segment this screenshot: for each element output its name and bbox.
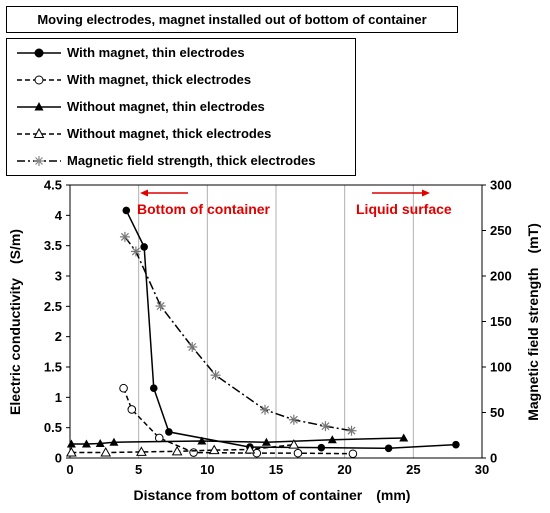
y-axis-label-right: Magnetic field strength (mT) (525, 223, 541, 421)
data-point (95, 438, 105, 447)
data-point (210, 370, 221, 381)
data-point (261, 437, 271, 446)
data-point (140, 243, 148, 251)
x-tick-label: 10 (200, 462, 214, 477)
data-point (317, 443, 326, 452)
y-tick-label-right: 100 (490, 360, 512, 375)
legend-swatch-filled-triangle (17, 102, 61, 111)
chart-title: Moving electrodes, magnet installed out … (6, 6, 458, 33)
legend-swatch-asterisk (17, 156, 61, 166)
data-point (130, 246, 141, 257)
data-point (346, 425, 357, 436)
legend-swatch-open-circle (17, 75, 61, 85)
data-point (327, 435, 337, 444)
x-tick-label: 5 (135, 462, 142, 477)
y-tick-label-right: 250 (490, 223, 512, 238)
series-3 (66, 433, 409, 448)
series-2 (119, 383, 358, 459)
x-tick-label: 25 (406, 462, 420, 477)
legend-label: With magnet, thick electrodes (67, 72, 252, 87)
series-line (71, 437, 404, 445)
data-point (149, 384, 158, 393)
data-point (154, 433, 164, 443)
y-tick-label-left: 3 (55, 269, 62, 284)
y-tick-label-left: 1 (55, 390, 62, 405)
data-point (100, 447, 112, 457)
data-point (288, 439, 300, 449)
series-4 (66, 439, 300, 457)
data-point (197, 436, 207, 445)
y-tick-label-right: 50 (490, 405, 504, 420)
data-point (288, 414, 299, 425)
data-point (452, 440, 460, 449)
series-5 (119, 231, 357, 436)
y-tick-label-left: 2.5 (44, 299, 62, 314)
data-point (122, 206, 131, 215)
data-point (208, 444, 220, 455)
legend-item-with-magnet-thin: With magnet, thin electrodes (7, 41, 355, 65)
y-tick-label-left: 4.5 (44, 178, 62, 193)
annotation-liquid-surface: Liquid surface (356, 189, 452, 217)
data-point (293, 448, 303, 458)
x-tick-label: 0 (66, 462, 73, 477)
data-point (171, 445, 183, 456)
legend-swatch-filled-circle (17, 48, 61, 58)
x-tick-label: 30 (475, 462, 489, 477)
data-point (109, 437, 119, 446)
data-point (66, 439, 76, 448)
y-tick-label-right: 0 (490, 451, 497, 466)
data-point (384, 444, 393, 453)
legend-item-field-strength: Magnetic field strength, thick electrode… (7, 149, 355, 173)
legend-swatch-open-triangle (17, 127, 61, 138)
y-tick-label-left: 1.5 (44, 360, 62, 375)
data-point (81, 439, 91, 448)
legend-label: Magnetic field strength, thick electrode… (67, 153, 316, 168)
y-tick-label-left: 3.5 (44, 238, 62, 253)
data-point (165, 428, 173, 436)
data-point (136, 446, 147, 456)
x-tick-label: 15 (269, 462, 283, 477)
x-axis-label: Distance from bottom of container (mm) (134, 487, 411, 503)
data-point (66, 447, 77, 457)
y-tick-label-left: 4 (55, 208, 63, 223)
legend: With magnet, thin electrodes With magnet… (6, 38, 356, 176)
annotation-text: Liquid surface (356, 201, 452, 217)
y-tick-label-left: 0.5 (44, 420, 62, 435)
y-tick-label-right: 300 (490, 178, 512, 193)
legend-item-with-magnet-thick: With magnet, thick electrodes (7, 68, 355, 92)
series-line (125, 210, 456, 450)
left-axis-ticks: 0 0.5 1 1.5 2 2.5 3 3.5 4 4.5 (44, 178, 70, 466)
grid (138, 185, 414, 458)
data-point (399, 433, 409, 442)
data-point (320, 421, 331, 432)
legend-label: Without magnet, thin electrodes (67, 99, 265, 114)
legend-label: With magnet, thin electrodes (67, 45, 245, 60)
data-point (187, 341, 198, 352)
legend-item-without-magnet-thick: Without magnet, thick electrodes (7, 122, 355, 146)
x-tick-label: 20 (337, 462, 351, 477)
data-point (348, 449, 358, 459)
data-point (119, 231, 130, 242)
y-tick-label-right: 200 (490, 269, 512, 284)
x-axis-ticks: 0 5 10 15 20 25 30 (66, 462, 489, 477)
y-tick-label-left: 0 (55, 451, 62, 466)
series-1 (122, 206, 460, 453)
data-point (119, 383, 128, 393)
data-point (127, 405, 137, 414)
annotation-text: Bottom of container (137, 201, 271, 217)
legend-label: Without magnet, thick electrodes (67, 126, 272, 141)
data-point (244, 443, 256, 454)
data-point (155, 301, 166, 312)
right-axis-ticks: 0 50 100 150 200 250 300 (482, 178, 512, 466)
y-axis-label-left: Electric conductivity (S/m) (7, 229, 23, 415)
series-layer (66, 206, 460, 459)
annotations: Bottom of container Liquid surface (137, 189, 452, 217)
data-point (189, 448, 198, 457)
annotation-bottom-of-container: Bottom of container (137, 189, 271, 217)
y-tick-label-left: 2 (55, 329, 62, 344)
y-tick-label-right: 150 (490, 314, 512, 329)
legend-item-without-magnet-thin: Without magnet, thin electrodes (7, 95, 355, 119)
data-point (260, 404, 271, 415)
